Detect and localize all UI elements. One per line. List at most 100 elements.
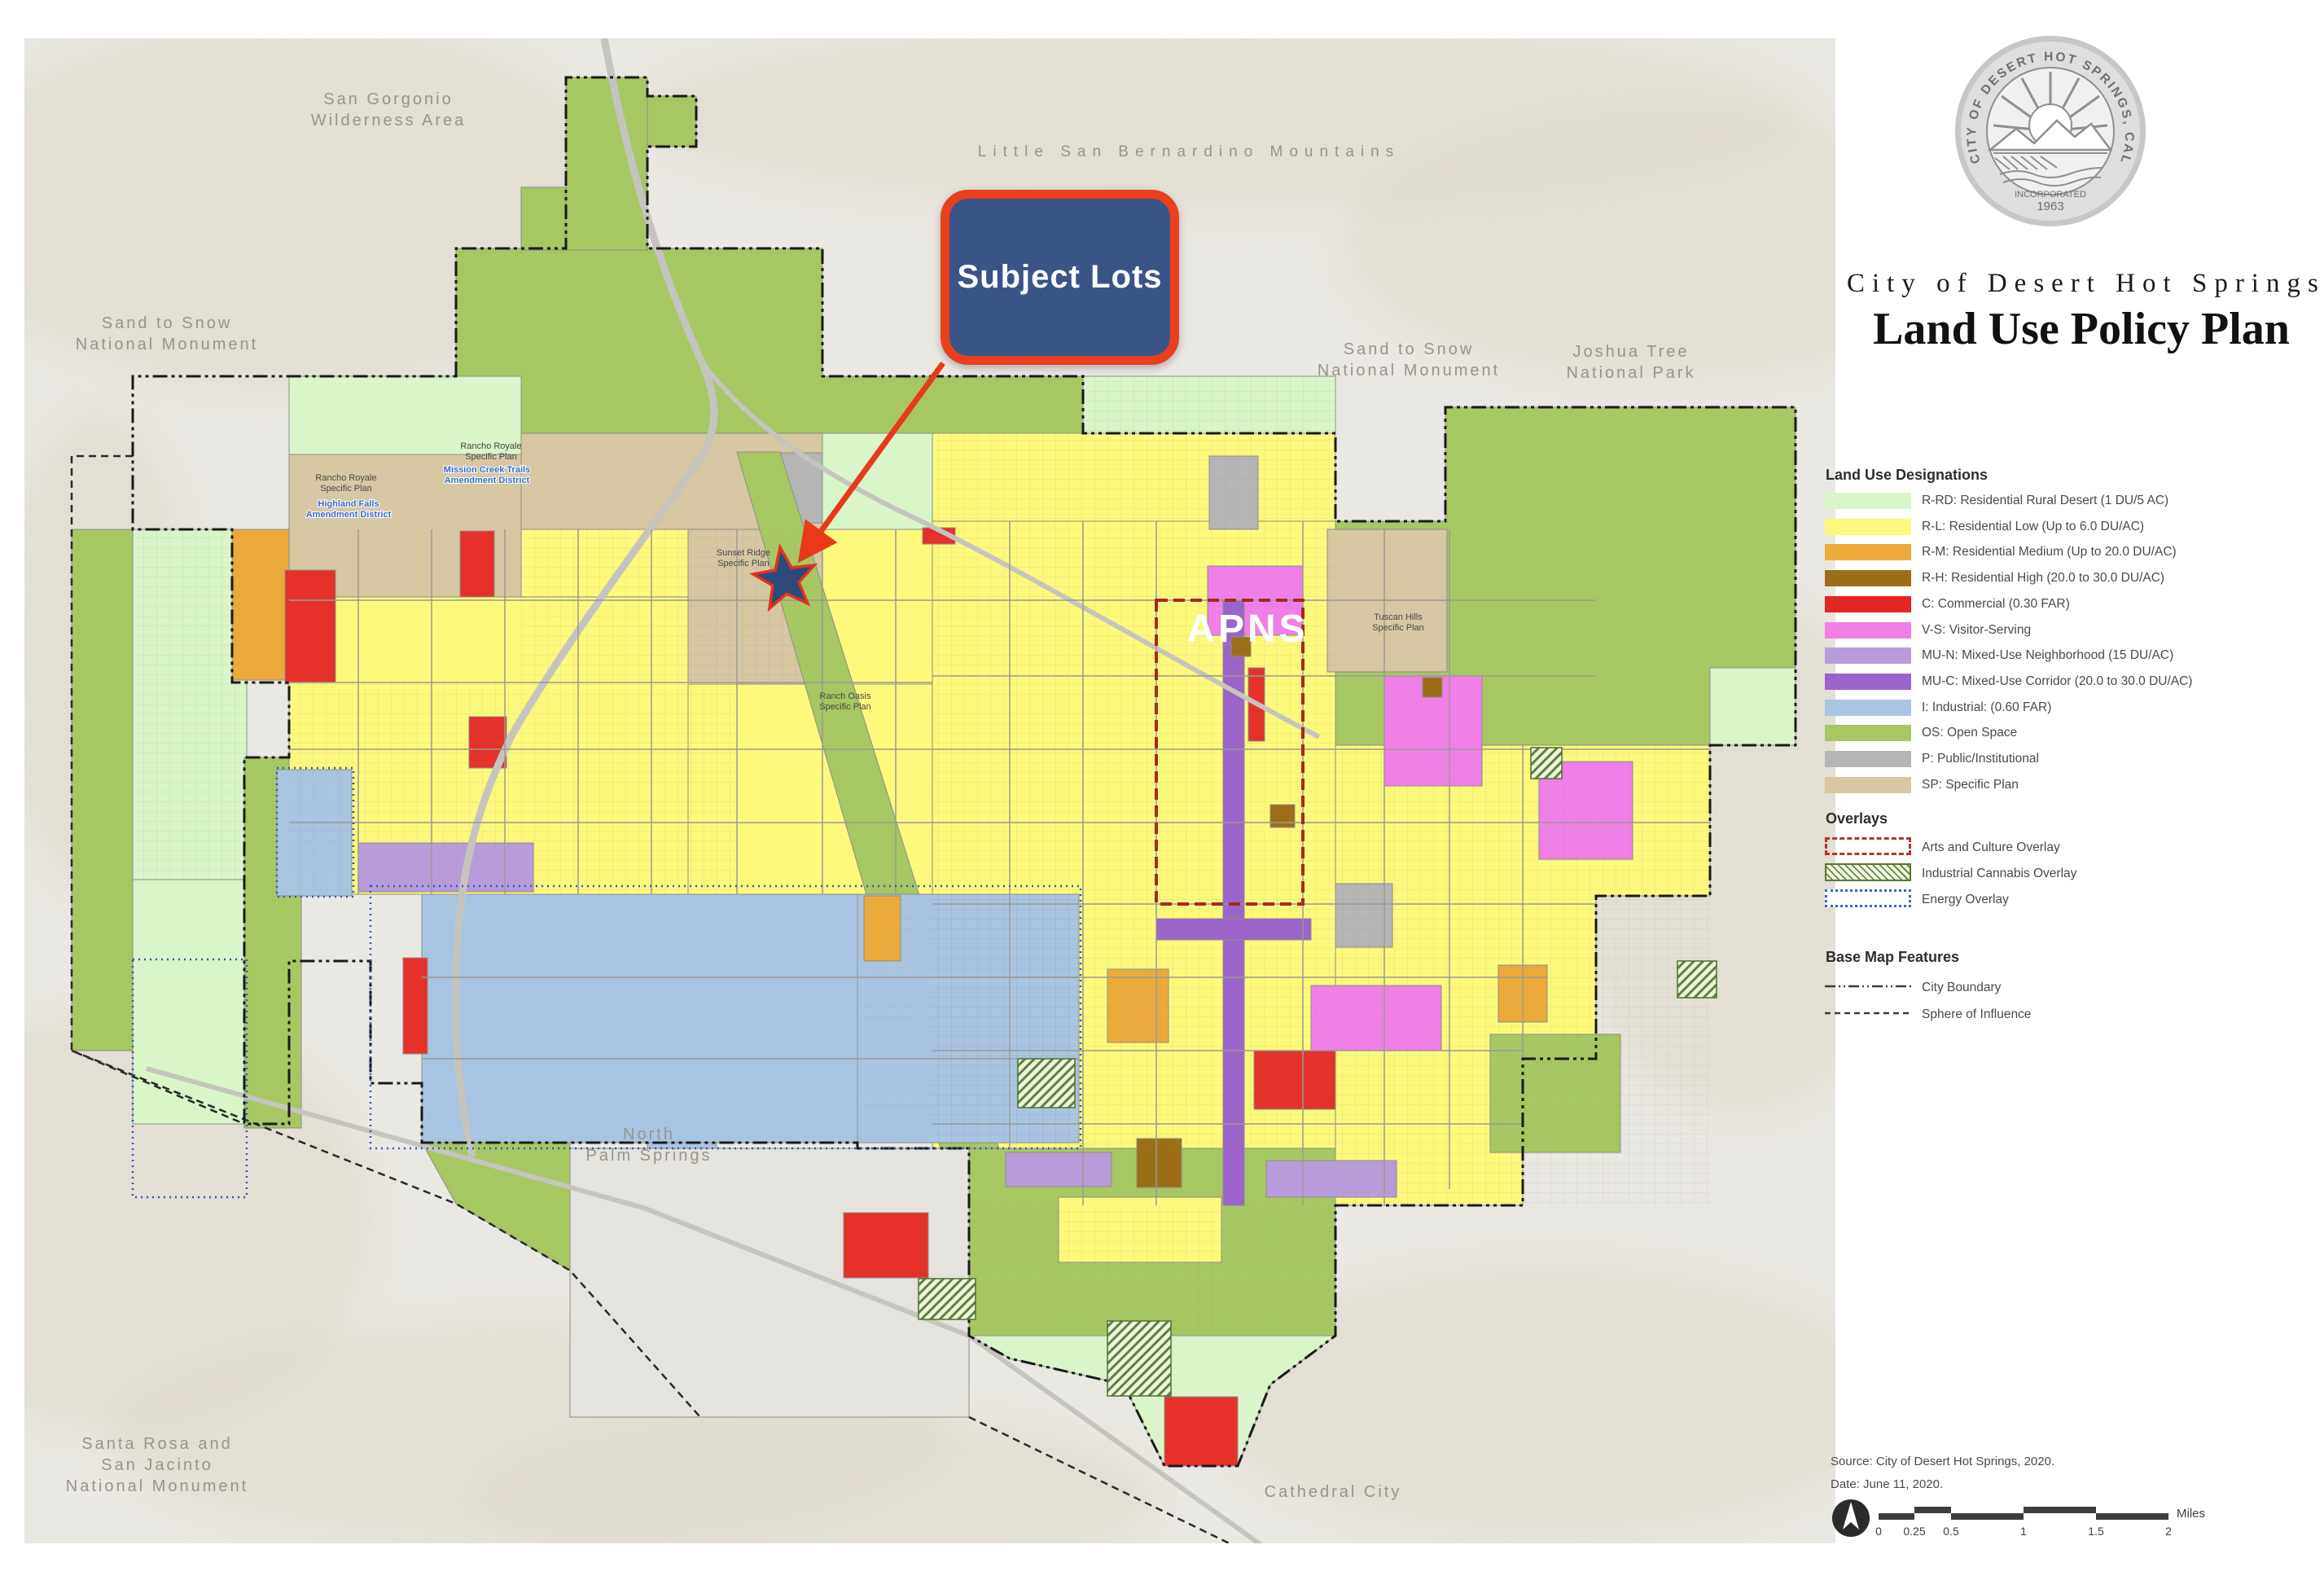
parcel-C <box>459 530 495 609</box>
overlay-swatch <box>1825 837 1911 855</box>
legend-label: R-H: Residential High (20.0 to 30.0 DU/A… <box>1922 571 2165 586</box>
page-subtitle: City of Desert Hot Springs <box>1847 269 2324 298</box>
overlay-swatch <box>1825 889 1911 907</box>
legend-label: I: Industrial: (0.60 FAR) <box>1922 700 2052 714</box>
parcel-OS <box>520 187 567 251</box>
legend-label: C: Commercial (0.30 FAR) <box>1922 596 2070 611</box>
parcel-C <box>843 1212 929 1279</box>
subject-lots-label: Subject Lots <box>957 259 1163 295</box>
overlay-swatch <box>1825 863 1911 881</box>
parcel-MU-N <box>1005 1152 1112 1187</box>
map-label: Rancho Royale Specific Plan <box>315 473 376 494</box>
scale-tick: 1.5 <box>2088 1525 2104 1538</box>
overlay-label: Energy Overlay <box>1922 893 2009 906</box>
legend-designations-title: Land Use Designations <box>1826 467 1989 483</box>
map-label: Sand to Snow National Monument <box>1318 340 1500 380</box>
legend-features-title: Base Map Features <box>1826 949 1960 965</box>
legend-label: MU-C: Mixed-Use Corridor (20.0 to 30.0 D… <box>1922 674 2193 688</box>
scale-bar-segment <box>1951 1513 2024 1520</box>
parcel-R-RD <box>132 879 245 1125</box>
source-line: Source: City of Desert Hot Springs, 2020… <box>1831 1455 2055 1468</box>
legend-label: OS: Open Space <box>1922 726 2018 740</box>
legend-label: P: Public/Institutional <box>1922 752 2039 766</box>
overlay-zones <box>131 599 1717 1397</box>
scale-unit: Miles <box>2177 1507 2206 1521</box>
seal-incorporated: INCORPORATED <box>2015 190 2086 200</box>
road <box>146 1066 1264 1543</box>
seal-mountains <box>1987 119 2113 151</box>
scale-tick: 2 <box>2165 1525 2172 1538</box>
scale-tick: 0 <box>1875 1525 1882 1538</box>
legend-swatch-V-S <box>1825 621 1911 639</box>
seal-year: 1963 <box>2037 200 2063 213</box>
parcel-C <box>402 957 428 1055</box>
map-label: Santa Rosa and San Jacinto National Monume… <box>66 1435 248 1495</box>
legend-swatch-R-L <box>1825 518 1911 535</box>
subject-lots-star-icon <box>749 543 818 612</box>
legend-swatch-MU-C <box>1825 673 1911 690</box>
scale-tick: 1 <box>2020 1525 2027 1538</box>
legend-overlays-title: Overlays <box>1826 810 1888 827</box>
map-label: Cathedral City <box>1265 1483 1402 1501</box>
parcel-R-H <box>1422 677 1443 698</box>
date-line: Date: June 11, 2020. <box>1831 1477 1944 1491</box>
legend-swatch-MU-N <box>1825 647 1911 665</box>
info-panel: CITY OF DESERT HOT SPRINGS, CALIFORNIA I… <box>1825 0 2324 1580</box>
map-label: Sand to Snow National Monument <box>76 314 258 353</box>
overlay-label: Arts and Culture Overlay <box>1922 840 2060 854</box>
energy-overlay <box>369 884 1082 1150</box>
subject-lots-callout: Subject Lots <box>941 190 1179 365</box>
scale-tick: 0.5 <box>1943 1525 1959 1538</box>
legend-swatch-R-RD <box>1825 493 1911 509</box>
overlay-label: Industrial Cannabis Overlay <box>1922 867 2077 880</box>
industrial-cannabis-overlay <box>1677 960 1717 998</box>
legend-label: R-L: Residential Low (Up to 6.0 DU/AC) <box>1922 519 2145 533</box>
city-seal: CITY OF DESERT HOT SPRINGS, CALIFORNIA I… <box>1953 29 2146 226</box>
boundaries <box>70 76 1797 1543</box>
map-label: Little San Bernardino Mountains <box>978 143 1400 160</box>
legend-swatch-I <box>1825 699 1911 716</box>
parcel-R-RD <box>822 432 933 530</box>
parcel-OS <box>647 95 697 147</box>
parcel-hole <box>569 1148 970 1418</box>
industrial-cannabis-overlay <box>1017 1058 1076 1108</box>
map-labels: San Gorgonio Wilderness Area Sand to Snow N… <box>66 90 1695 1501</box>
industrial-cannabis-overlay <box>1107 1320 1172 1397</box>
feature-label: Sphere of Influence <box>1922 1007 2032 1021</box>
legend-label: MU-N: Mixed-Use Neighborhood (15 DU/AC) <box>1922 648 2174 663</box>
parcel-OS <box>71 529 134 1051</box>
map-label: Rancho Royale Specific Plan <box>460 441 521 462</box>
map-label: Mission Creek Trails Amendment District <box>444 465 530 485</box>
map-label: Ranch Oasis Specific Plan <box>819 691 871 712</box>
map-label: APNS <box>1186 608 1308 651</box>
map-label: Tuscan Hills Specific Plan <box>1372 612 1424 633</box>
roads <box>146 38 1710 1543</box>
map-label: San Gorgonio Wilderness Area <box>311 90 467 129</box>
map-label: Sunset Ridge Specific Plan <box>717 548 770 568</box>
callout-arrow <box>797 361 945 564</box>
arts-and-culture-overlay <box>1155 599 1305 906</box>
legend-label: R-M: Residential Medium (Up to 20.0 DU/A… <box>1922 545 2177 560</box>
map-label: Joshua Tree National Park <box>1566 343 1695 382</box>
legend-label: SP: Specific Plan <box>1922 777 2019 792</box>
map-label: Highland Falls Amendment District <box>306 499 392 520</box>
road <box>451 38 718 1157</box>
scale-bar-segment <box>2096 1513 2168 1520</box>
parcel-C <box>284 569 336 685</box>
subject-lots-marker <box>749 361 945 612</box>
legend-swatch-C <box>1825 595 1911 612</box>
seal-field-water <box>1993 152 2107 187</box>
sphere-of-influence-line <box>70 454 1232 1543</box>
legend-swatch-SP <box>1825 776 1911 793</box>
north-arrow <box>1832 1499 1870 1537</box>
scale-bar-segment <box>1914 1507 1951 1513</box>
legend-swatch-R-M <box>1825 544 1911 561</box>
city-boundary-line <box>131 76 1797 1468</box>
parcel-R-RD <box>1709 667 1796 746</box>
legend-swatch-P <box>1825 751 1911 767</box>
scale-bar-segment <box>1879 1513 1914 1520</box>
map-label: North Palm Springs <box>586 1126 713 1165</box>
sphere-sample <box>1825 1012 1911 1015</box>
city-boundary-sample <box>1825 985 1911 988</box>
